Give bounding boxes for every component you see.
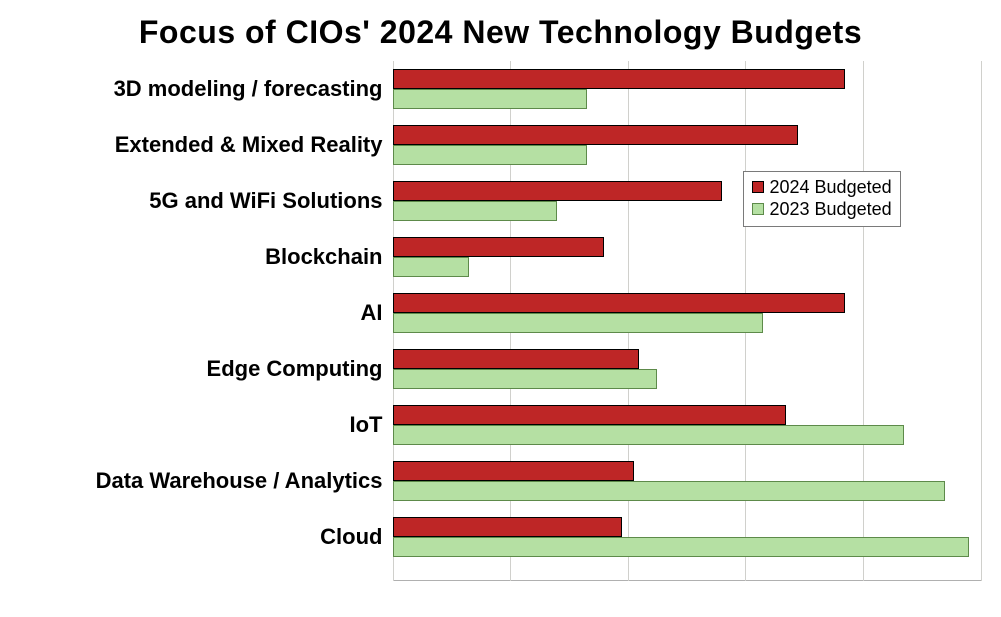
bar [393,537,969,557]
gridline [863,61,864,581]
bar [393,201,558,221]
chart: 3D modeling / forecasting Extended & Mixe… [21,61,981,581]
bar [393,257,469,277]
bar [393,313,763,333]
y-axis-label: Data Warehouse / Analytics [96,468,383,494]
y-axis-label: Extended & Mixed Reality [115,132,383,158]
bar [393,405,787,425]
bar [393,517,622,537]
legend-item: 2023 Budgeted [752,198,892,220]
y-axis-label: AI [361,300,383,326]
bar [393,369,658,389]
legend-item: 2024 Budgeted [752,176,892,198]
plot-area: 2024 Budgeted2023 Budgeted [393,61,981,581]
y-axis-label: 5G and WiFi Solutions [149,188,382,214]
legend-swatch [752,203,764,215]
legend: 2024 Budgeted2023 Budgeted [743,171,901,227]
y-axis-labels: 3D modeling / forecasting Extended & Mixe… [21,61,393,581]
legend-label: 2023 Budgeted [770,198,892,220]
bar [393,425,905,445]
bar [393,293,846,313]
bar [393,89,587,109]
gridline [981,61,982,581]
bar [393,349,640,369]
legend-label: 2024 Budgeted [770,176,892,198]
chart-title: Focus of CIOs' 2024 New Technology Budge… [0,14,1001,51]
bar [393,481,946,501]
bar [393,461,634,481]
y-axis-label: Blockchain [265,244,382,270]
x-axis-line [393,580,981,581]
y-axis-label: Edge Computing [207,356,383,382]
legend-swatch [752,181,764,193]
bar [393,69,846,89]
bar [393,125,799,145]
bar [393,145,587,165]
y-axis-label: 3D modeling / forecasting [114,76,383,102]
y-axis-label: IoT [350,412,383,438]
bar [393,237,605,257]
y-axis-label: Cloud [320,524,382,550]
bar [393,181,722,201]
